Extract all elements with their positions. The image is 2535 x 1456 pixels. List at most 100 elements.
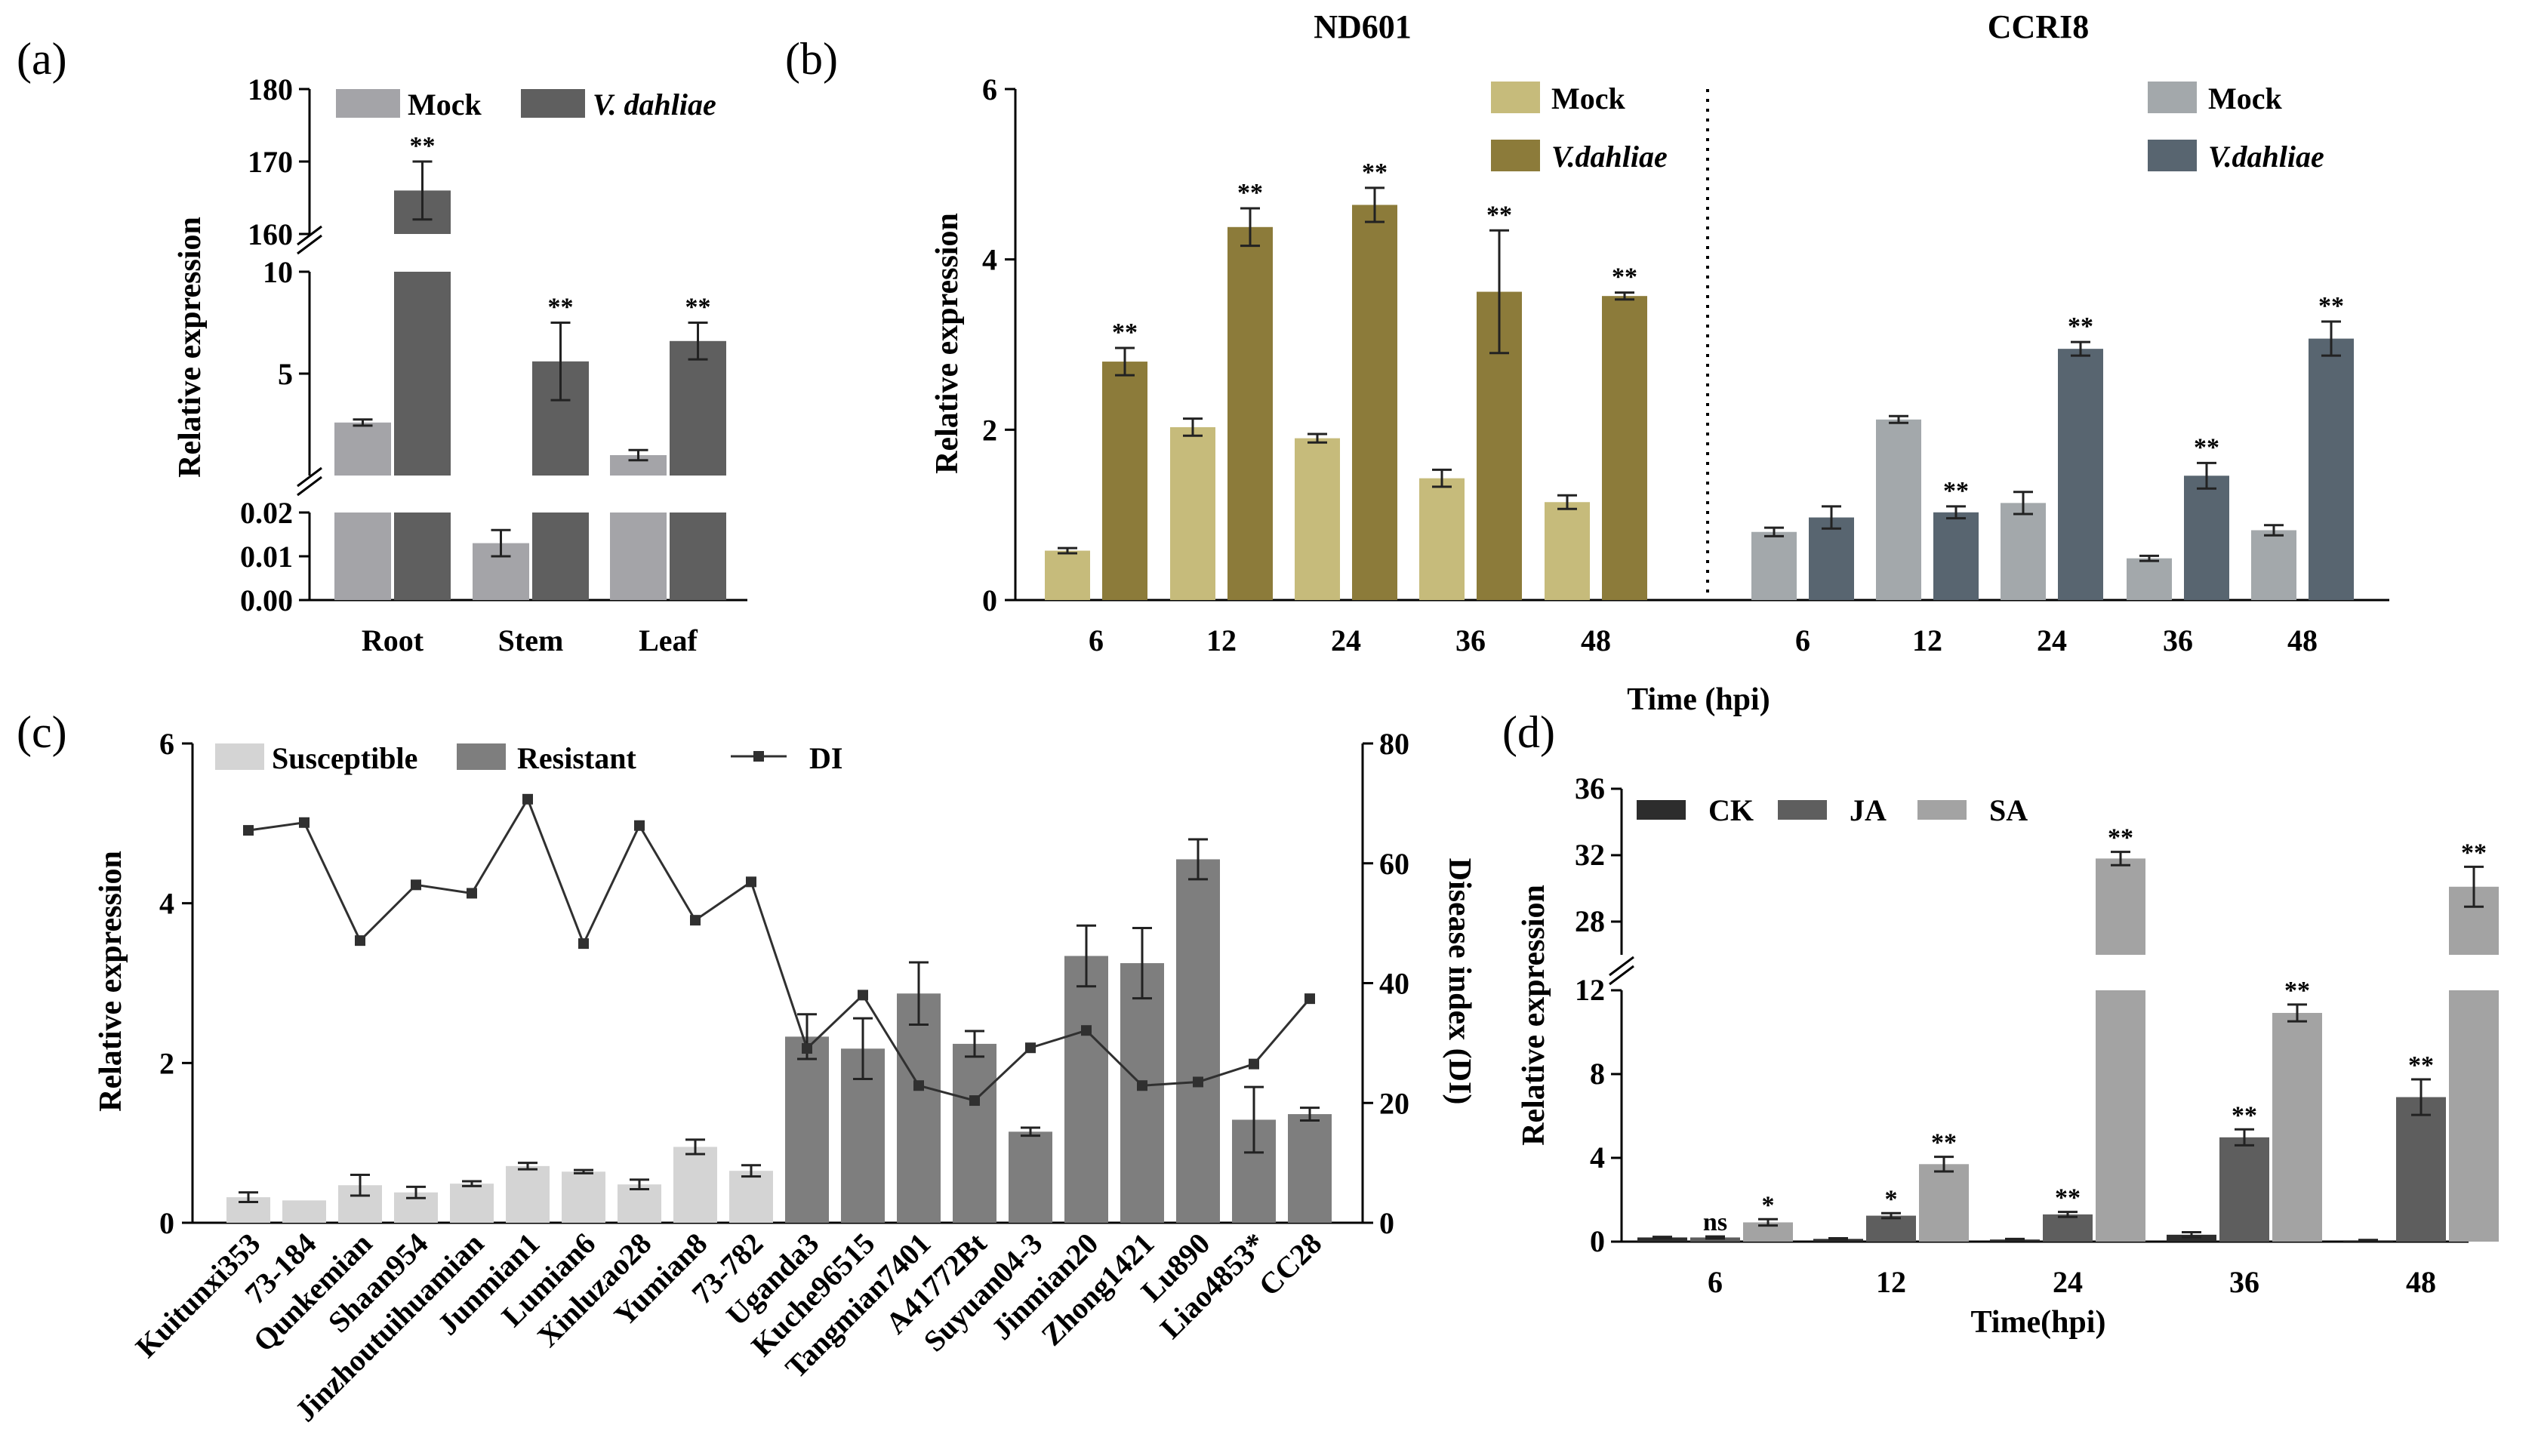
bar-nd601-vdahliae-6: [1102, 362, 1147, 600]
group-title-ccri8: CCRI8: [1988, 8, 2089, 45]
bar-zhong1421: [1120, 963, 1164, 1223]
x-tick-label: CC28: [1252, 1227, 1328, 1303]
bar-73184: [282, 1200, 326, 1223]
y-axis-title: Relative expression: [930, 213, 965, 474]
legend-label-resistant: Resistant: [517, 741, 636, 775]
significance-label: ns: [1703, 1208, 1727, 1236]
y2-tick-label: 20: [1379, 1086, 1409, 1120]
y-tick-label: 0: [982, 583, 997, 617]
legend-label-sa: SA: [1989, 793, 2028, 827]
di-point: [1025, 1042, 1036, 1054]
significance-label: **: [1612, 263, 1637, 291]
significance-label: **: [1112, 319, 1138, 346]
y-tick-label: 0.02: [240, 496, 293, 530]
bar-vdahliae-leaf-part1: [670, 340, 726, 476]
significance-label: **: [1362, 159, 1388, 186]
x-tick-label: 48: [2287, 623, 2318, 657]
bar-junmian1: [506, 1165, 550, 1223]
x-tick-label: Leaf: [639, 623, 698, 657]
panel-label-d: (d): [1502, 707, 1555, 757]
y2-axis-title: Disease index (DI): [1442, 858, 1477, 1105]
di-line: [248, 796, 1311, 1102]
bar-tangmian7401: [897, 993, 941, 1223]
axis-break-a: [1609, 956, 1634, 977]
di-point: [634, 820, 645, 831]
bar-ccri8-mock-12: [1876, 419, 1921, 600]
legend-swatch-ja: [1778, 800, 1827, 820]
x-axis-title: Time(hpi): [1971, 1305, 2106, 1340]
bar-ccri8-vdahliae-24: [2058, 349, 2103, 600]
x-tick-label: Stem: [498, 623, 564, 657]
legend-marker-di: [753, 751, 764, 762]
significance-label: **: [685, 294, 711, 322]
y-tick-label: 6: [982, 72, 997, 106]
legend-swatch-mock: [2148, 82, 2197, 113]
y-axis-title: Relative expression: [94, 851, 128, 1112]
legend-swatch-vdahliae: [521, 89, 585, 118]
di-point: [1304, 993, 1315, 1005]
bar-ccri8-mock-36: [2127, 558, 2172, 600]
legend-label-vdahliae: V.dahliae: [2208, 140, 2324, 174]
significance-label: **: [2194, 433, 2219, 461]
bar-mock-leaf: [610, 513, 667, 600]
di-point: [802, 1043, 812, 1054]
panel-a-chart: 0.00 0.01 0.02 5 10 160 170 180 ** ** ** Root Stem Le…: [173, 72, 747, 657]
bar-ccri8-mock-24: [2001, 503, 2046, 600]
bar-cc28: [1288, 1114, 1332, 1223]
bar-vdahliae-leaf: [670, 513, 726, 600]
bar-nd601-vdahliae-24: [1352, 205, 1397, 600]
bar-a41772bt: [953, 1043, 996, 1223]
x-tick-label: 48: [2406, 1265, 2436, 1299]
x-axis-title: Time (hpi): [1627, 682, 1770, 717]
significance-label: **: [2318, 292, 2344, 320]
bar-nd601-mock-6: [1045, 550, 1090, 600]
y-tick-label: 2: [982, 413, 997, 447]
panel-label-a: (a): [17, 34, 67, 84]
di-point: [355, 935, 365, 947]
bar-ccri8-mock-48: [2251, 530, 2296, 600]
significance-label: **: [2055, 1184, 2081, 1212]
bar-nd601-vdahliae-48: [1602, 296, 1647, 600]
bar-sa-12: [1919, 1164, 1969, 1242]
x-tick-label: 24: [2053, 1265, 2083, 1299]
bar-yumian8: [673, 1147, 717, 1223]
panel-label-b: (b): [785, 34, 838, 84]
y-tick-label: 0: [159, 1206, 174, 1240]
di-point: [913, 1080, 924, 1091]
bar-xinluzao28: [618, 1184, 661, 1223]
y-tick-label: 0.01: [240, 540, 293, 574]
bar-vdahliae-root: [394, 513, 451, 600]
y-tick-label: 5: [278, 357, 293, 391]
bar-mock-root-part1: [334, 422, 391, 476]
x-tick-label: 36: [2229, 1265, 2259, 1299]
y-tick-label: 4: [1590, 1140, 1605, 1174]
significance-label: **: [2068, 312, 2093, 340]
significance-label: **: [410, 132, 436, 160]
significance-label: *: [1762, 1191, 1775, 1219]
x-tick-label: 12: [1912, 623, 1942, 657]
bar-ck-6: [1637, 1237, 1687, 1242]
y-tick-label: 4: [159, 887, 174, 921]
x-tick-label: 48: [1581, 623, 1611, 657]
legend-label-ja: JA: [1850, 793, 1887, 827]
di-point: [969, 1095, 980, 1107]
di-point: [1249, 1058, 1259, 1070]
significance-label: **: [1943, 477, 1969, 505]
di-point: [411, 879, 421, 891]
x-tick-label: 36: [1455, 623, 1486, 657]
bar-jinmian20: [1064, 956, 1108, 1223]
bar-ja-48: [2396, 1097, 2446, 1242]
significance-label: **: [2284, 977, 2310, 1005]
bar-ja-24: [2043, 1214, 2093, 1242]
y-tick-label: 6: [159, 727, 174, 761]
x-tick-label: Root: [362, 623, 424, 657]
legend-label-mock: Mock: [1551, 82, 1626, 115]
di-point: [467, 888, 477, 899]
y-tick-label: 12: [1575, 973, 1605, 1007]
y-tick-label: 4: [982, 243, 997, 277]
x-tick-label: 6: [1708, 1265, 1723, 1299]
x-tick-label: 6: [1089, 623, 1104, 657]
